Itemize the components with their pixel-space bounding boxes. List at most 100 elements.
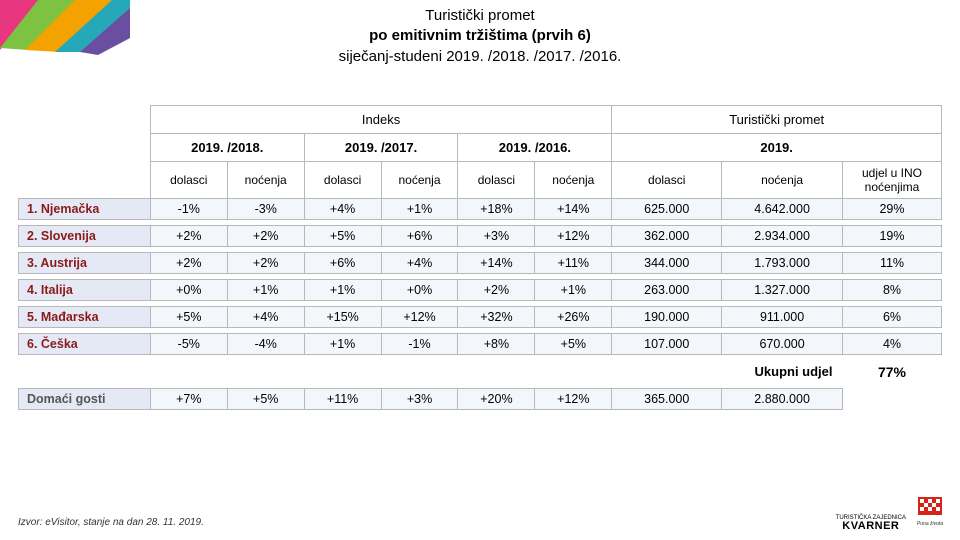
hrvatska-logo: Puna života — [914, 495, 946, 532]
domestic-label: Domaći gosti — [19, 389, 151, 410]
header-indeks: Indeks — [150, 106, 611, 134]
val-noc: 4.642.000 — [722, 199, 843, 220]
decorative-corner-logo — [0, 0, 130, 80]
country-name: 2. Slovenija — [19, 226, 151, 247]
val-udj: 11% — [843, 253, 942, 274]
val-n18: +2% — [227, 253, 304, 274]
corner-empty — [19, 106, 151, 199]
header-year-17: 2019. /2017. — [304, 134, 458, 162]
val-n17: +6% — [381, 226, 458, 247]
val-n17: +0% — [381, 280, 458, 301]
val-d16: +3% — [458, 226, 535, 247]
data-table-container: Indeks Turistički promet 2019. /2018. 20… — [18, 105, 942, 410]
domestic-n17: +3% — [381, 389, 458, 410]
val-n18: +4% — [227, 307, 304, 328]
svg-text:Puna života: Puna života — [917, 521, 943, 527]
val-n16: +26% — [535, 307, 612, 328]
val-n17: +12% — [381, 307, 458, 328]
domestic-d16: +20% — [458, 389, 535, 410]
val-udj: 6% — [843, 307, 942, 328]
domestic-n16: +12% — [535, 389, 612, 410]
domestic-empty — [843, 389, 942, 410]
val-dol: 190.000 — [612, 307, 722, 328]
val-n18: +2% — [227, 226, 304, 247]
sub-dolasci-3: dolasci — [458, 162, 535, 199]
table-row: 1. Njemačka-1%-3%+4%+1%+18%+14%625.0004.… — [19, 199, 942, 220]
total-value: 77% — [843, 361, 942, 383]
header-year-16: 2019. /2016. — [458, 134, 612, 162]
val-n16: +14% — [535, 199, 612, 220]
header-year-abs: 2019. — [612, 134, 942, 162]
sub-nocenja-1: noćenja — [227, 162, 304, 199]
table-row: 6. Češka-5%-4%+1%-1%+8%+5%107.000670.000… — [19, 334, 942, 355]
sub-nocenja-2: noćenja — [381, 162, 458, 199]
sub-udjel: udjel u INO noćenjima — [843, 162, 942, 199]
header-year-18: 2019. /2018. — [150, 134, 304, 162]
title-line-1: Turistički promet — [0, 6, 960, 26]
val-dol: 344.000 — [612, 253, 722, 274]
val-d16: +2% — [458, 280, 535, 301]
title-line-3: siječanj-studeni 2019. /2018. /2017. /20… — [0, 47, 960, 67]
val-n17: -1% — [381, 334, 458, 355]
table-row: 5. Mađarska+5%+4%+15%+12%+32%+26%190.000… — [19, 307, 942, 328]
val-dol: 107.000 — [612, 334, 722, 355]
val-dol: 263.000 — [612, 280, 722, 301]
page-title: Turistički promet po emitivnim tržištima… — [0, 0, 960, 67]
source-footnote: Izvor: eVisitor, stanje na dan 28. 11. 2… — [18, 517, 204, 528]
sub-dolasci-1: dolasci — [150, 162, 227, 199]
val-dol: 362.000 — [612, 226, 722, 247]
markets-table: Indeks Turistički promet 2019. /2018. 20… — [18, 105, 942, 410]
val-d17: +5% — [304, 226, 381, 247]
val-d16: +14% — [458, 253, 535, 274]
header-row-sub: dolasci noćenja dolasci noćenja dolasci … — [19, 162, 942, 199]
val-udj: 19% — [843, 226, 942, 247]
table-row: 2. Slovenija+2%+2%+5%+6%+3%+12%362.0002.… — [19, 226, 942, 247]
domestic-d18: +7% — [150, 389, 227, 410]
sub-dolasci-2: dolasci — [304, 162, 381, 199]
title-line-2: po emitivnim tržištima (prvih 6) — [0, 26, 960, 46]
sub-dolasci-abs: dolasci — [612, 162, 722, 199]
domestic-dol: 365.000 — [612, 389, 722, 410]
val-n18: -4% — [227, 334, 304, 355]
sub-nocenja-abs: noćenja — [722, 162, 843, 199]
header-row-years: 2019. /2018. 2019. /2017. 2019. /2016. 2… — [19, 134, 942, 162]
header-row-groups: Indeks Turistički promet — [19, 106, 942, 134]
footer-logos: TURISTIČKA ZAJEDNICA KVARNER Puna života — [836, 495, 946, 532]
val-n16: +12% — [535, 226, 612, 247]
val-n18: +1% — [227, 280, 304, 301]
val-d17: +1% — [304, 334, 381, 355]
country-name: 4. Italija — [19, 280, 151, 301]
domestic-noc: 2.880.000 — [722, 389, 843, 410]
val-n16: +5% — [535, 334, 612, 355]
val-d18: +5% — [150, 307, 227, 328]
country-name: 3. Austrija — [19, 253, 151, 274]
domestic-d17: +11% — [304, 389, 381, 410]
kvarner-logo: TURISTIČKA ZAJEDNICA KVARNER — [836, 515, 906, 532]
country-name: 5. Mađarska — [19, 307, 151, 328]
header-promet: Turistički promet — [612, 106, 942, 134]
domestic-n18: +5% — [227, 389, 304, 410]
val-d18: +2% — [150, 253, 227, 274]
val-d18: +0% — [150, 280, 227, 301]
val-dol: 625.000 — [612, 199, 722, 220]
val-udj: 8% — [843, 280, 942, 301]
val-n17: +4% — [381, 253, 458, 274]
val-d17: +4% — [304, 199, 381, 220]
table-row: 3. Austrija+2%+2%+6%+4%+14%+11%344.0001.… — [19, 253, 942, 274]
country-name: 6. Češka — [19, 334, 151, 355]
val-udj: 4% — [843, 334, 942, 355]
val-d18: -1% — [150, 199, 227, 220]
val-noc: 1.793.000 — [722, 253, 843, 274]
val-n16: +1% — [535, 280, 612, 301]
val-d16: +32% — [458, 307, 535, 328]
val-d18: -5% — [150, 334, 227, 355]
total-row: Ukupni udjel 77% — [19, 361, 942, 383]
val-n18: -3% — [227, 199, 304, 220]
val-d18: +2% — [150, 226, 227, 247]
val-d17: +15% — [304, 307, 381, 328]
val-d16: +8% — [458, 334, 535, 355]
val-noc: 911.000 — [722, 307, 843, 328]
val-noc: 670.000 — [722, 334, 843, 355]
sub-nocenja-3: noćenja — [535, 162, 612, 199]
val-d17: +6% — [304, 253, 381, 274]
